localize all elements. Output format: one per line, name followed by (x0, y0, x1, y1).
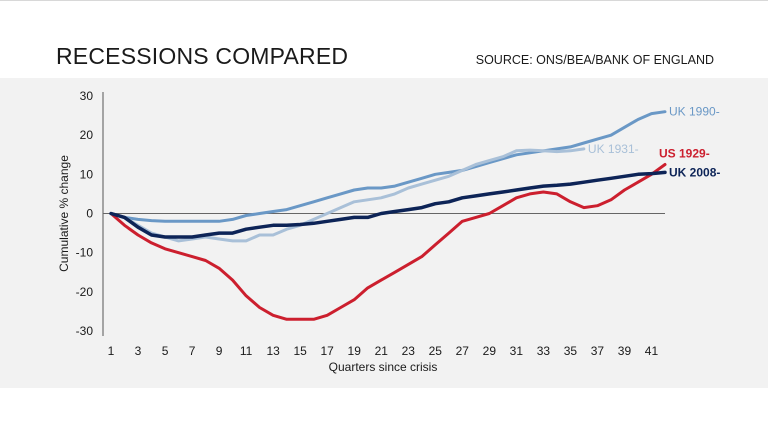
x-tick-label: 11 (240, 344, 253, 358)
footer-band (0, 388, 768, 432)
x-tick-label: 33 (537, 344, 551, 358)
series-line-uk-2008 (109, 170, 667, 239)
header-band: RECESSIONS COMPARED SOURCE: ONS/BEA/BANK… (0, 0, 768, 79)
x-tick-label: 1 (108, 344, 115, 358)
chart-title: RECESSIONS COMPARED (56, 43, 349, 69)
source-note: SOURCE: ONS/BEA/BANK OF ENGLAND (475, 53, 714, 67)
x-tick-label: 15 (293, 344, 307, 358)
series-line-uk-1990 (109, 110, 667, 223)
series-lines (109, 110, 667, 321)
y-tick-label: 20 (80, 128, 94, 142)
x-tick-label: 3 (135, 344, 142, 358)
series-label: UK 2008- (669, 165, 720, 179)
x-tick-label: 5 (162, 344, 169, 358)
y-tick-label: -30 (76, 324, 94, 338)
x-tick-label: 13 (266, 344, 280, 358)
series-label: UK 1931- (588, 142, 639, 156)
x-tick-label: 7 (189, 344, 196, 358)
y-tick-label: -20 (76, 285, 94, 299)
x-tick-label: 19 (348, 344, 362, 358)
x-tick-label: 29 (483, 344, 497, 358)
x-tick-label: 23 (402, 344, 416, 358)
y-tick-label: 10 (80, 167, 94, 181)
x-tick-label: 37 (591, 344, 605, 358)
x-tick-label: 39 (618, 344, 632, 358)
x-tick-labels: 1 3 5 7 9 11 13 15 17 19 21 23 25 27 29 31 33 35 37 39 41 (108, 344, 659, 358)
y-tick-label: 30 (80, 89, 94, 103)
x-tick-label: 25 (429, 344, 443, 358)
x-axis-label: Quarters since crisis (329, 360, 438, 374)
x-tick-label: 35 (564, 344, 578, 358)
series-line-uk-1931 (109, 147, 586, 243)
x-tick-label: 41 (645, 344, 659, 358)
y-tick-label: -10 (76, 246, 94, 260)
series-line-us-1929 (109, 163, 667, 321)
x-tick-label: 9 (216, 344, 223, 358)
y-tick-labels: 30 20 10 0 -10 -20 -30 (76, 89, 94, 338)
series-label: US 1929- (659, 147, 710, 161)
x-tick-label: 21 (375, 344, 389, 358)
y-tick-label: 0 (86, 207, 93, 221)
x-tick-label: 17 (321, 344, 335, 358)
x-tick-label: 27 (456, 344, 470, 358)
y-axis-label: Cumulative % change (57, 155, 71, 272)
chart-panel (0, 78, 768, 388)
x-tick-label: 31 (510, 344, 524, 358)
series-label: UK 1990- (669, 105, 720, 119)
series-labels: UK 1990- UK 1931- US 1929- UK 2008- (588, 105, 720, 180)
